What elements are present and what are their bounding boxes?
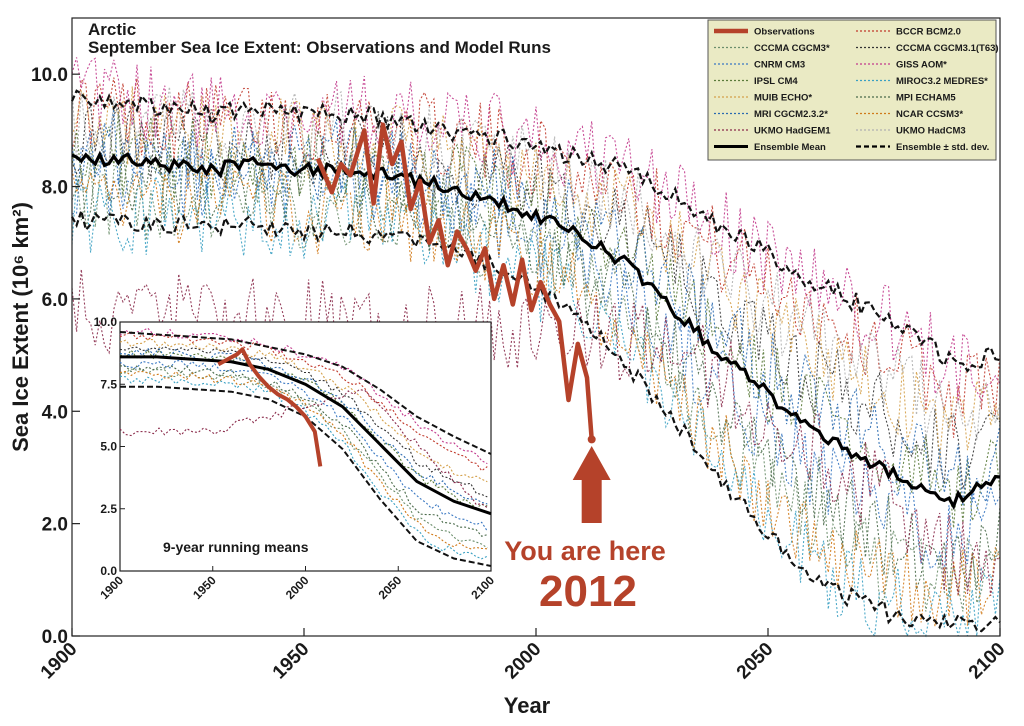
y-tick-label: 6.0 bbox=[42, 290, 68, 311]
inset-model-run-line bbox=[119, 364, 488, 537]
legend-entry-label: Ensemble ± std. dev. bbox=[896, 142, 989, 153]
model-run-line bbox=[71, 149, 1001, 593]
y-tick-label: 10.0 bbox=[31, 65, 68, 86]
inset-model-run-line bbox=[119, 375, 488, 560]
inset-model-run-line bbox=[119, 360, 488, 532]
legend-entry-label: CNRM CM3 bbox=[754, 60, 805, 71]
legend-entry-label: Ensemble Mean bbox=[754, 142, 826, 153]
legend-entry-label: MIROC3.2 MEDRES* bbox=[896, 76, 988, 87]
chart-subtitle: September Sea Ice Extent: Observations a… bbox=[88, 38, 551, 57]
chart-title: Arctic bbox=[88, 20, 136, 39]
legend-entry-label: NCAR CCSM3* bbox=[896, 109, 963, 120]
inset-y-tick-label: 5.0 bbox=[100, 440, 117, 454]
y-axis-label: Sea Ice Extent (10⁶ km²) bbox=[8, 202, 33, 452]
legend-entry-label: UKMO HadCM3 bbox=[896, 126, 966, 137]
y-tick-label: 4.0 bbox=[42, 402, 68, 423]
model-run-line bbox=[71, 86, 1001, 441]
inset-plot-layer bbox=[119, 321, 492, 572]
observation-2012-point bbox=[587, 435, 596, 444]
legend-entry-label: BCCR BCM2.0 bbox=[896, 27, 961, 38]
model-run-line bbox=[71, 57, 1001, 404]
main-plot-layer bbox=[70, 17, 1001, 637]
y-tick-label: 0.0 bbox=[42, 627, 68, 648]
ensemble-mean-line bbox=[71, 150, 1001, 511]
inset-y-tick-label: 10.0 bbox=[94, 315, 118, 329]
inset-frame bbox=[119, 321, 492, 572]
model-run-line bbox=[71, 86, 1001, 460]
legend-entry-label: UKMO HadGEM1 bbox=[754, 126, 831, 137]
legend-entry-label: CCCMA CGCM3.1(T63) bbox=[896, 43, 999, 54]
inset-upper-std-line bbox=[119, 331, 492, 455]
legend-entry-label: GISS AOM* bbox=[896, 60, 947, 71]
legend-entry-label: MRI CGCM2.3.2* bbox=[754, 109, 828, 120]
you-are-here-label: You are here bbox=[504, 536, 666, 566]
model-run-line bbox=[71, 113, 1001, 529]
legend: Observations BCCR BCM2.0 CCCMA CGCM3* CCCMA… bbox=[707, 19, 999, 161]
legend-entry-label: MPI ECHAM5 bbox=[896, 93, 956, 104]
y-tick-label: 8.0 bbox=[42, 178, 68, 199]
legend-entry-label: IPSL CM4 bbox=[754, 76, 798, 87]
inset-model-run-line bbox=[119, 349, 488, 509]
inset-model-run-line bbox=[119, 346, 488, 498]
inset-model-run-line bbox=[119, 347, 488, 505]
inset-y-tick-label: 7.5 bbox=[100, 377, 117, 391]
inset-model-run-line bbox=[119, 370, 488, 550]
year-2012-label: 2012 bbox=[539, 567, 637, 616]
legend-entry-label: MUIB ECHO* bbox=[754, 93, 812, 104]
y-tick-label: 2.0 bbox=[42, 515, 68, 536]
model-run-line bbox=[71, 77, 1001, 438]
inset-observations-line bbox=[217, 347, 323, 467]
inset-y-tick-label: 0.0 bbox=[100, 564, 117, 578]
model-run-line bbox=[71, 175, 1001, 638]
x-axis-label: Year bbox=[504, 693, 551, 718]
inset-model-run-line bbox=[119, 389, 488, 509]
ensemble-upper-std-line bbox=[70, 89, 1001, 373]
inset-y-tick-label: 2.5 bbox=[100, 502, 117, 516]
inset-model-run-line bbox=[119, 338, 488, 483]
legend-entry-label: Observations bbox=[754, 27, 815, 38]
observations-line bbox=[315, 122, 594, 440]
legend-entry-label: CCCMA CGCM3* bbox=[754, 43, 830, 54]
model-run-line bbox=[71, 109, 1001, 507]
legend-box bbox=[707, 19, 997, 161]
you-are-here-arrow bbox=[572, 446, 611, 523]
model-run-line bbox=[71, 160, 1001, 612]
inset-ensemble-mean-line bbox=[120, 355, 492, 516]
model-run-line bbox=[71, 101, 1001, 489]
inset-label: 9-year running means bbox=[163, 539, 309, 555]
model-run-line bbox=[71, 269, 1001, 596]
